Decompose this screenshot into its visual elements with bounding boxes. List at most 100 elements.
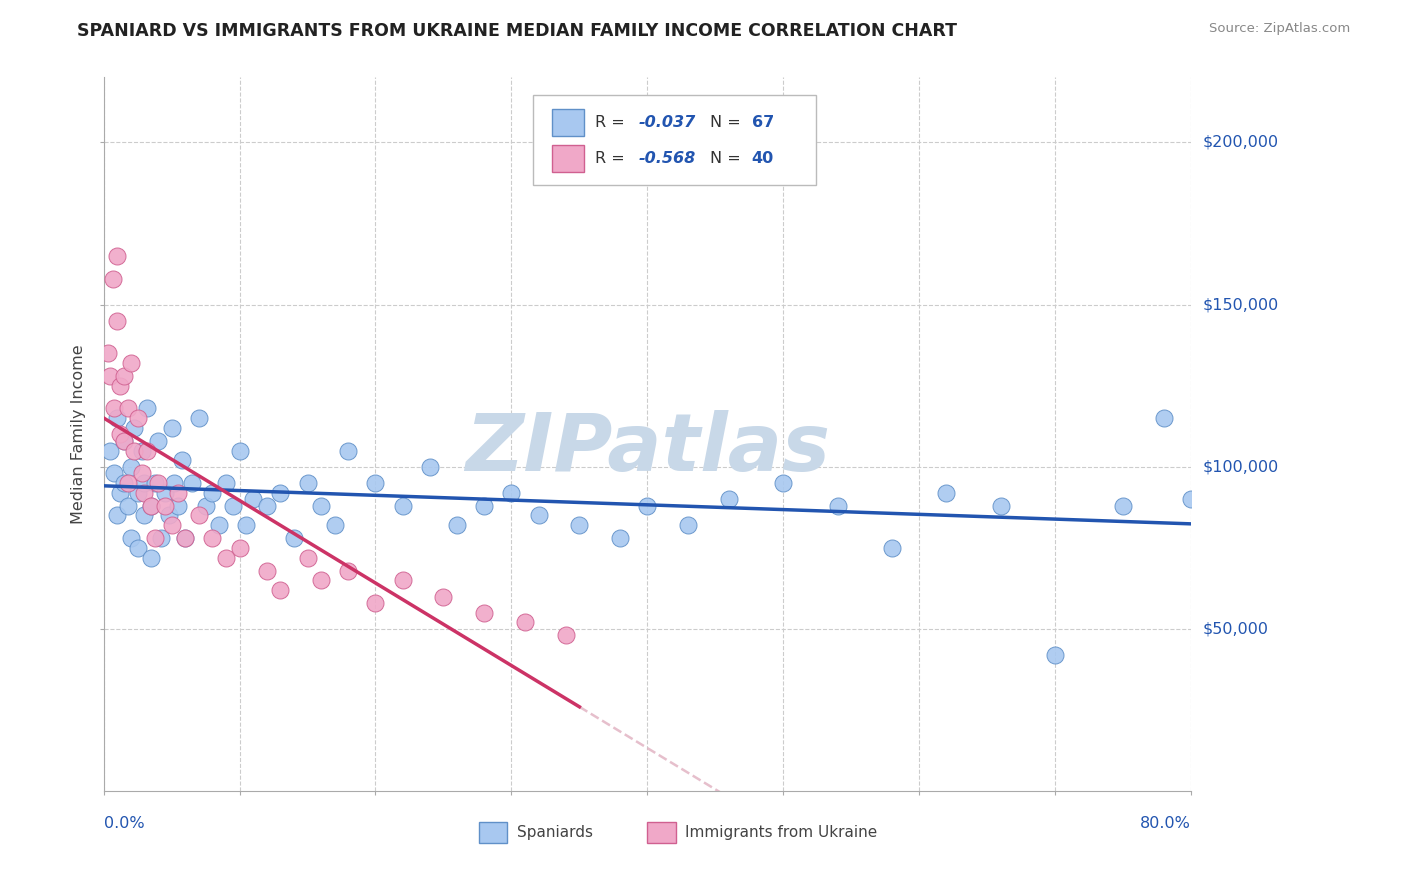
Point	[990, 499, 1012, 513]
Point	[120, 531, 142, 545]
Point	[117, 499, 139, 513]
Point	[181, 475, 204, 490]
Point	[127, 485, 149, 500]
FancyBboxPatch shape	[551, 109, 585, 136]
Point	[432, 590, 454, 604]
Text: 80.0%: 80.0%	[1140, 816, 1191, 831]
Point	[108, 427, 131, 442]
Point	[157, 508, 180, 523]
Point	[187, 411, 209, 425]
Point	[235, 518, 257, 533]
Text: R =: R =	[595, 115, 624, 130]
Point	[134, 508, 156, 523]
Point	[174, 531, 197, 545]
Point	[1045, 648, 1067, 662]
Text: Immigrants from Ukraine: Immigrants from Ukraine	[686, 825, 877, 840]
Point	[609, 531, 631, 545]
Point	[309, 499, 332, 513]
Point	[228, 541, 250, 555]
Point	[935, 485, 957, 500]
Text: $200,000: $200,000	[1202, 135, 1278, 150]
Text: ZIPatlas: ZIPatlas	[465, 409, 830, 488]
Point	[112, 434, 135, 448]
Text: R =: R =	[595, 151, 624, 166]
Point	[112, 475, 135, 490]
Point	[146, 434, 169, 448]
Point	[554, 628, 576, 642]
Point	[472, 606, 495, 620]
Point	[187, 508, 209, 523]
FancyBboxPatch shape	[647, 822, 676, 843]
Point	[636, 499, 658, 513]
Point	[215, 550, 238, 565]
Text: 0.0%: 0.0%	[104, 816, 145, 831]
Text: N =: N =	[710, 115, 741, 130]
Point	[141, 550, 163, 565]
Point	[337, 564, 360, 578]
Text: 40: 40	[752, 151, 775, 166]
Point	[120, 459, 142, 474]
Point	[215, 475, 238, 490]
Point	[120, 356, 142, 370]
Point	[112, 368, 135, 383]
FancyBboxPatch shape	[551, 145, 585, 171]
Point	[103, 467, 125, 481]
Point	[827, 499, 849, 513]
Point	[256, 499, 278, 513]
Point	[1180, 492, 1202, 507]
Point	[1112, 499, 1135, 513]
Point	[112, 434, 135, 448]
Point	[309, 574, 332, 588]
Point	[208, 518, 231, 533]
Point	[160, 518, 183, 533]
Text: -0.568: -0.568	[638, 151, 696, 166]
Point	[256, 564, 278, 578]
Point	[108, 485, 131, 500]
Point	[1153, 411, 1175, 425]
Point	[527, 508, 550, 523]
Point	[391, 574, 413, 588]
Text: -0.037: -0.037	[638, 115, 696, 130]
Point	[101, 271, 124, 285]
Y-axis label: Median Family Income: Median Family Income	[72, 344, 86, 524]
Point	[100, 368, 122, 383]
Point	[472, 499, 495, 513]
Point	[131, 443, 153, 458]
Point	[513, 615, 536, 630]
Text: N =: N =	[710, 151, 741, 166]
Point	[419, 459, 441, 474]
Point	[143, 475, 166, 490]
Point	[122, 421, 145, 435]
Point	[194, 499, 217, 513]
Point	[153, 485, 176, 500]
Text: $50,000: $50,000	[1202, 622, 1268, 637]
Point	[283, 531, 305, 545]
Point	[568, 518, 591, 533]
Point	[141, 499, 163, 513]
Point	[146, 475, 169, 490]
Point	[323, 518, 346, 533]
Point	[717, 492, 740, 507]
Point	[141, 499, 163, 513]
Point	[105, 249, 128, 263]
Point	[446, 518, 468, 533]
Point	[167, 499, 190, 513]
Point	[201, 531, 224, 545]
Point	[149, 531, 172, 545]
Point	[97, 346, 120, 360]
FancyBboxPatch shape	[479, 822, 508, 843]
Point	[269, 485, 291, 500]
Point	[153, 499, 176, 513]
Point	[100, 443, 122, 458]
Point	[136, 401, 159, 416]
Point	[122, 443, 145, 458]
Text: Spaniards: Spaniards	[517, 825, 593, 840]
Point	[103, 401, 125, 416]
Point	[297, 550, 319, 565]
Point	[880, 541, 903, 555]
Point	[228, 443, 250, 458]
Text: SPANIARD VS IMMIGRANTS FROM UKRAINE MEDIAN FAMILY INCOME CORRELATION CHART: SPANIARD VS IMMIGRANTS FROM UKRAINE MEDI…	[77, 22, 957, 40]
Point	[143, 531, 166, 545]
Text: Source: ZipAtlas.com: Source: ZipAtlas.com	[1209, 22, 1350, 36]
Point	[337, 443, 360, 458]
